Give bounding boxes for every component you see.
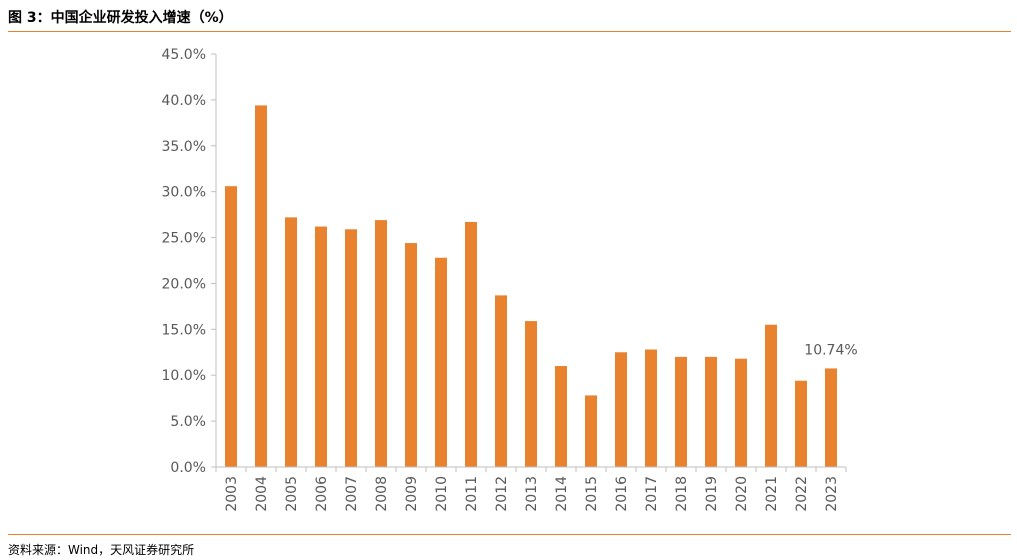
y-tick-label: 15.0% (162, 322, 206, 338)
bottom-rule (8, 534, 1011, 535)
x-tick-label: 2015 (584, 476, 600, 512)
bar-2007 (345, 229, 357, 467)
bar-2016 (615, 352, 627, 467)
bar-2003 (225, 186, 237, 467)
bar-chart: 0.0% 5.0% 10.0% 15.0% 20.0% 25.0% 30.0% 35.0% 40… (162, 47, 858, 512)
x-axis: 2003 2004 2005 2006 2007 2008 2009 2010 2011 2012… (215, 466, 847, 512)
x-tick-label: 2017 (644, 476, 660, 512)
x-tick-label: 2004 (254, 476, 270, 512)
x-tick-label: 2023 (824, 476, 840, 512)
bar-2005 (285, 217, 297, 467)
data-labels: 10.74% (804, 342, 857, 358)
y-tick-label: 5.0% (170, 414, 206, 430)
x-tick-label: 2010 (434, 476, 450, 512)
y-tick-label: 0.0% (170, 460, 206, 476)
bar-2014 (555, 366, 567, 467)
source-note: 资料来源：Wind，天风证券研究所 (8, 543, 195, 557)
x-tick-label: 2011 (464, 476, 480, 512)
x-tick-label: 2016 (614, 476, 630, 512)
x-tick-label: 2007 (344, 476, 360, 512)
bar-2010 (435, 257, 447, 467)
bar-2023 (825, 368, 837, 467)
x-tick-label: 2014 (554, 476, 570, 512)
x-tick-label: 2012 (494, 476, 510, 512)
x-tick-label: 2020 (734, 476, 750, 512)
bar-2019 (705, 356, 717, 467)
x-tick-label: 2006 (314, 476, 330, 512)
bar-2004 (255, 105, 267, 467)
y-tick-label: 45.0% (162, 47, 206, 63)
bar-2020 (735, 358, 747, 467)
data-label-2023: 10.74% (804, 342, 857, 358)
bar-2013 (525, 321, 537, 467)
x-tick-label: 2003 (224, 476, 240, 512)
y-tick-label: 40.0% (162, 93, 206, 109)
bar-2009 (405, 243, 417, 467)
top-rule (8, 31, 1011, 32)
x-tick-label: 2019 (704, 476, 720, 512)
y-tick-label: 20.0% (162, 276, 206, 292)
bar-2015 (585, 395, 597, 467)
x-tick-label: 2013 (524, 476, 540, 512)
y-tick-label: 35.0% (162, 139, 206, 155)
bar-2006 (315, 226, 327, 467)
x-tick-label: 2021 (764, 476, 780, 512)
figure-title: 图 3：中国企业研发投入增速（%） (8, 10, 233, 26)
bar-2017 (645, 349, 657, 467)
bar-2008 (375, 220, 387, 467)
x-tick-label: 2009 (404, 476, 420, 512)
bar-2022 (795, 380, 807, 467)
x-tick-label: 2022 (794, 476, 810, 512)
bar-series (225, 105, 837, 467)
x-tick-label: 2018 (674, 476, 690, 512)
y-tick-label: 25.0% (162, 231, 206, 247)
y-tick-label: 30.0% (162, 185, 206, 201)
bar-2012 (495, 295, 507, 467)
bar-2011 (465, 221, 477, 467)
bar-2021 (765, 324, 777, 467)
y-axis: 0.0% 5.0% 10.0% 15.0% 20.0% 25.0% 30.0% 35.0% 40… (162, 47, 217, 476)
x-tick-label: 2008 (374, 476, 390, 512)
y-tick-label: 10.0% (162, 368, 206, 384)
bar-2018 (675, 356, 687, 467)
x-tick-label: 2005 (284, 476, 300, 512)
